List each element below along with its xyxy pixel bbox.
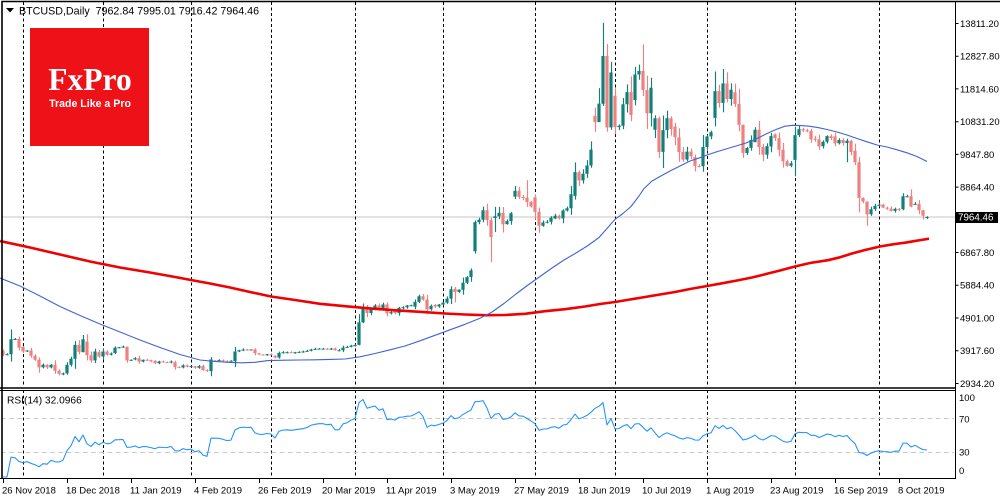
svg-text:11 Apr 2019: 11 Apr 2019 — [386, 486, 437, 497]
svg-text:18 Jun 2019: 18 Jun 2019 — [578, 486, 630, 497]
svg-text:8 Oct 2019: 8 Oct 2019 — [898, 486, 944, 497]
svg-text:2934.20: 2934.20 — [960, 379, 994, 390]
svg-text:BTCUSD,Daily 7962.84 7995.01: BTCUSD,Daily 7962.84 7995.01 7916.42 796… — [19, 6, 259, 18]
svg-text:11 Jan 2019: 11 Jan 2019 — [130, 486, 182, 497]
svg-text:26 Feb 2019: 26 Feb 2019 — [258, 486, 311, 497]
svg-text:26 Nov 2018: 26 Nov 2018 — [2, 486, 56, 497]
svg-text:13811.20: 13811.20 — [960, 19, 999, 30]
svg-text:4901.00: 4901.00 — [960, 313, 994, 324]
svg-text:RSI(14) 32.0966: RSI(14) 32.0966 — [7, 396, 82, 407]
svg-text:11814.60: 11814.60 — [960, 84, 999, 95]
svg-text:27 May 2019: 27 May 2019 — [514, 486, 569, 497]
svg-text:10831.20: 10831.20 — [960, 117, 1000, 128]
svg-text:9847.80: 9847.80 — [960, 150, 994, 161]
svg-text:12827.80: 12827.80 — [960, 52, 1000, 63]
svg-text:4 Feb 2019: 4 Feb 2019 — [194, 486, 242, 497]
svg-text:5884.40: 5884.40 — [960, 281, 994, 292]
svg-text:70: 70 — [959, 414, 970, 425]
svg-text:0: 0 — [959, 466, 964, 477]
svg-text:3917.60: 3917.60 — [960, 346, 994, 357]
svg-text:1 Aug 2019: 1 Aug 2019 — [706, 486, 754, 497]
svg-text:16 Sep 2019: 16 Sep 2019 — [834, 486, 888, 497]
svg-text:100: 100 — [959, 393, 975, 404]
svg-text:7964.46: 7964.46 — [958, 213, 994, 224]
svg-text:3 May 2019: 3 May 2019 — [450, 486, 500, 497]
svg-text:FxPro: FxPro — [48, 62, 131, 97]
svg-text:10 Jul 2019: 10 Jul 2019 — [642, 486, 691, 497]
svg-text:18 Dec 2018: 18 Dec 2018 — [66, 486, 120, 497]
svg-text:23 Aug 2019: 23 Aug 2019 — [770, 486, 823, 497]
svg-text:30: 30 — [959, 447, 970, 458]
svg-text:6867.80: 6867.80 — [960, 248, 994, 259]
svg-text:20 Mar 2019: 20 Mar 2019 — [322, 486, 375, 497]
svg-text:8864.40: 8864.40 — [960, 183, 994, 194]
svg-text:Trade Like a Pro: Trade Like a Pro — [49, 98, 131, 110]
